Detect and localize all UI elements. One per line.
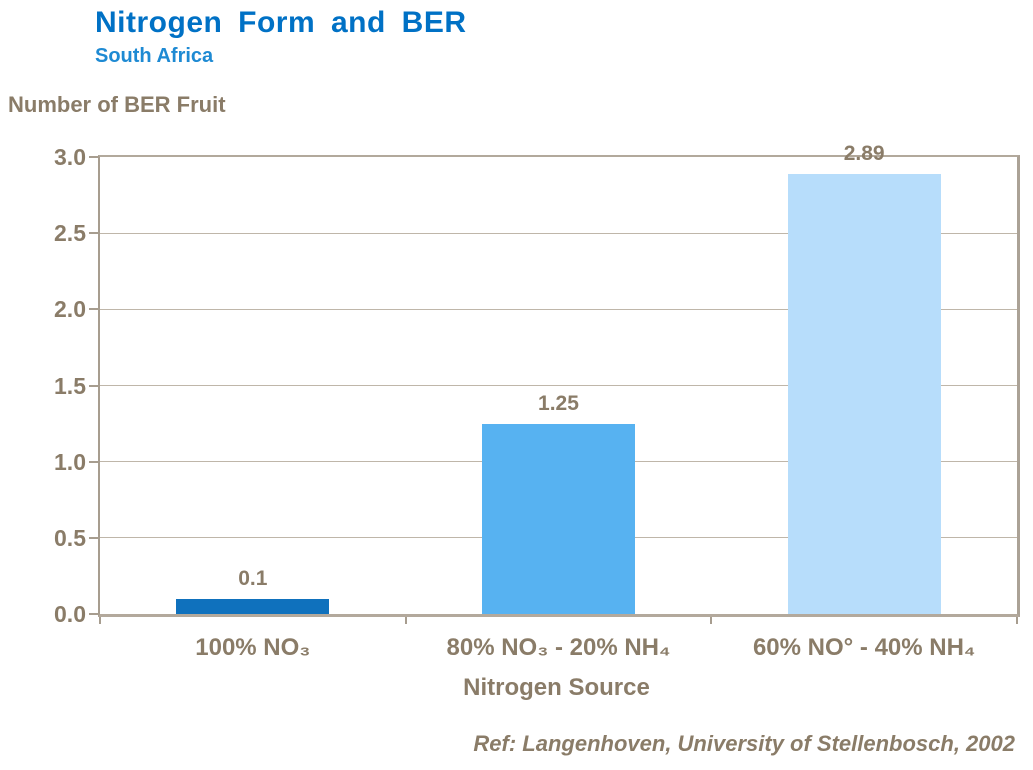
chart-title: Nitrogen Form and BER xyxy=(95,6,467,39)
category-cell: 2.89 xyxy=(711,142,1017,614)
x-category-label: 80% NO₃ - 20% NH₄ xyxy=(446,634,671,661)
y-gridline xyxy=(100,308,1017,310)
x-category-label: 100% NO₃ xyxy=(195,634,311,661)
bar-3 xyxy=(787,173,941,614)
category-cell: 1.25 xyxy=(406,157,712,614)
x-axis-title: Nitrogen Source xyxy=(463,674,650,701)
y-gridline xyxy=(100,232,1017,234)
reference-text: Ref: Langenhoven, University of Stellenb… xyxy=(473,731,1015,756)
value-label: 1.25 xyxy=(538,391,579,415)
x-category-label: 60% NO° - 40% NH₄ xyxy=(752,634,976,661)
y-tick-mark xyxy=(89,613,98,615)
y-tick-label: 2.5 xyxy=(54,220,86,247)
category-cell: 0.1 xyxy=(100,157,406,614)
plot-area: 3.0 2.5 2.0 1.5 1.0 0.5 0.0 0.1 100% NO₃ 1.25 80% … xyxy=(54,142,1020,661)
y-tick-label: 0.0 xyxy=(54,601,86,627)
x-tick-mark xyxy=(99,617,101,624)
y-tick-label: 3.0 xyxy=(54,144,86,170)
y-tick-label: 1.5 xyxy=(54,372,86,399)
y-tick-mark xyxy=(89,384,98,387)
bar-1 xyxy=(176,598,330,614)
y-axis-title: Number of BER Fruit xyxy=(8,92,226,117)
y-tick-label: 1.0 xyxy=(54,448,86,475)
value-label: 2.89 xyxy=(843,141,885,165)
y-tick-mark xyxy=(89,536,98,539)
x-tick-mark xyxy=(405,617,407,624)
y-tick-label: 2.0 xyxy=(54,296,86,323)
y-tick-mark xyxy=(89,308,98,311)
y-tick-label: 0.5 xyxy=(54,524,86,551)
y-tick-mark xyxy=(89,232,98,235)
y-tick-mark xyxy=(89,156,98,158)
y-gridline xyxy=(100,385,1017,386)
bar-2 xyxy=(482,423,635,614)
x-tick-mark xyxy=(710,617,712,624)
value-label: 0.1 xyxy=(238,566,268,590)
chart-subtitle: South Africa xyxy=(95,45,214,67)
y-tick-mark xyxy=(89,460,98,463)
x-tick-mark xyxy=(1016,617,1018,624)
